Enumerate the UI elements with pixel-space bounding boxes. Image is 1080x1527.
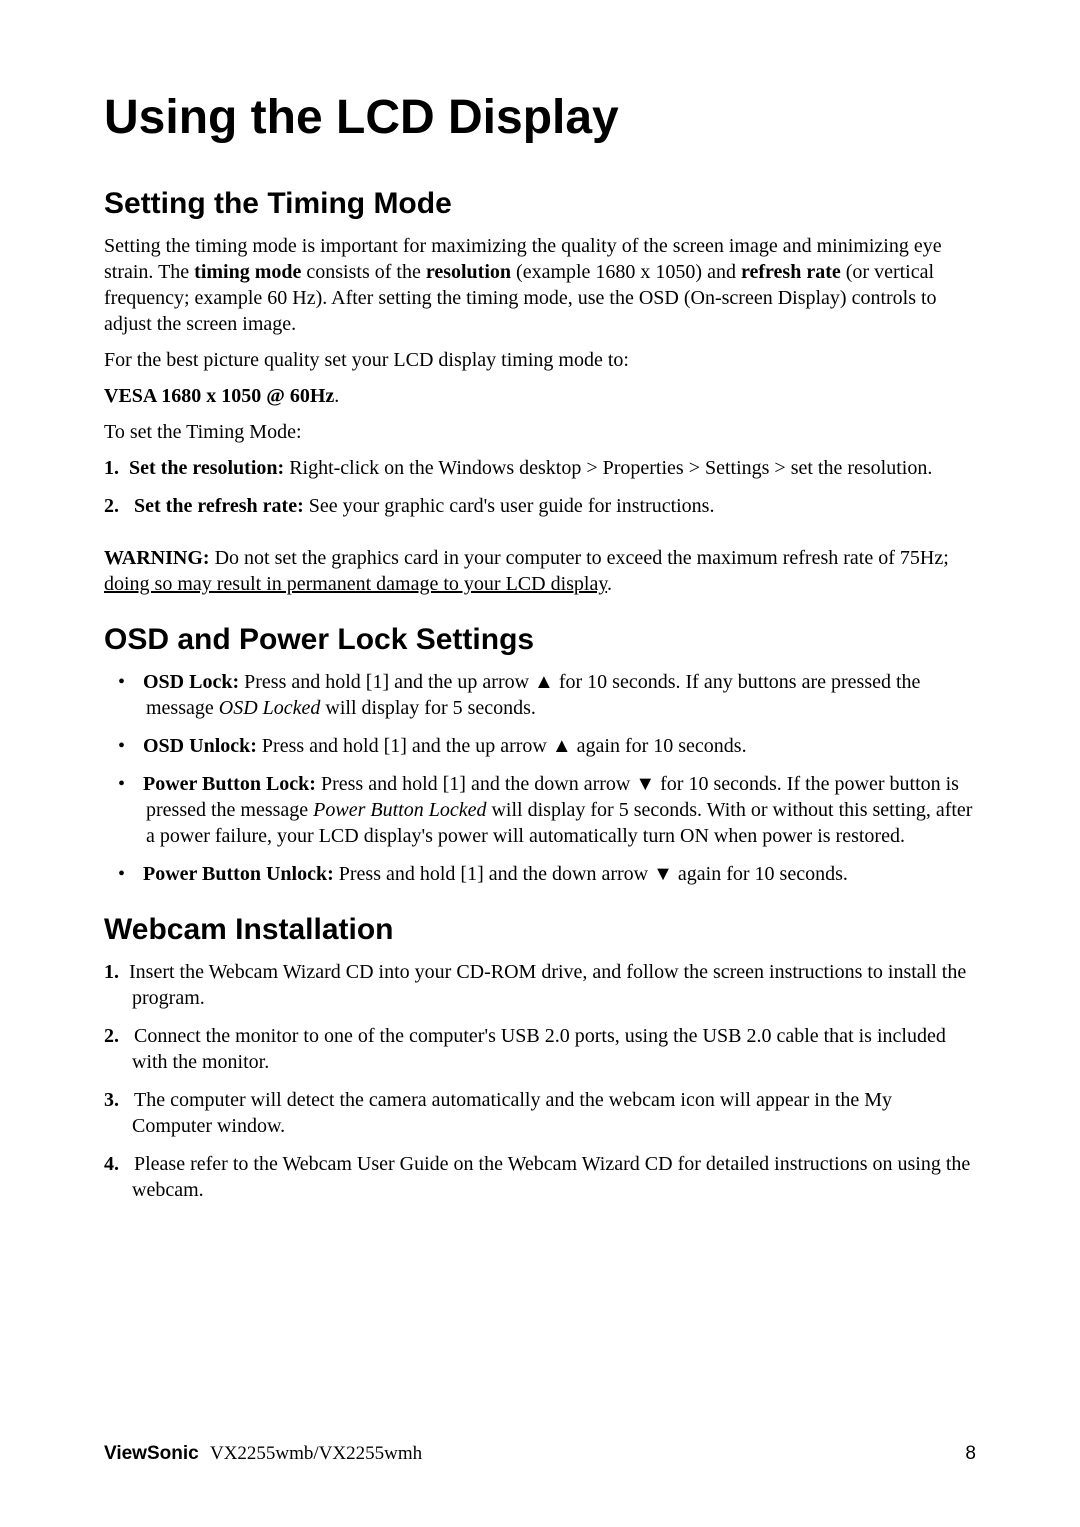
text-run: consists of the [301,261,425,283]
list-item: 4. Please refer to the Webcam User Guide… [104,1151,976,1203]
list-number: 4. [104,1151,124,1177]
text-run-bold: OSD Unlock: [143,735,257,757]
text-run: Do not set the graphics card in your com… [210,547,949,569]
list-number: 2. [104,1023,124,1049]
warning-paragraph: WARNING: Do not set the graphics card in… [104,545,976,597]
bullet-icon: • [118,669,138,695]
body-paragraph: Setting the timing mode is important for… [104,233,976,337]
list-item: 2. Set the refresh rate: See your graphi… [104,493,976,519]
text-run: . [607,573,612,595]
text-run-bold: OSD Lock: [143,671,239,693]
text-run-bold: Power Button Unlock: [143,863,334,885]
body-paragraph: VESA 1680 x 1050 @ 60Hz. [104,383,976,409]
list-number: 2. [104,493,124,519]
text-run: Connect the monitor to one of the comput… [132,1025,946,1073]
text-run-bold: timing mode [194,261,301,283]
section-heading-timing: Setting the Timing Mode [104,187,976,221]
list-item: 3. The computer will detect the camera a… [104,1087,976,1139]
text-run: Press and hold [1] and the up arrow ▲ ag… [257,735,747,757]
footer-model: VX2255wmb/VX2255wmh [210,1443,422,1464]
text-run-bold: VESA 1680 x 1050 @ 60Hz [104,385,334,407]
body-paragraph: For the best picture quality set your LC… [104,347,976,373]
text-run: The computer will detect the camera auto… [132,1089,892,1137]
text-run: See your graphic card's user guide for i… [304,495,715,517]
text-run: will display for 5 seconds. [320,697,536,719]
footer-left: ViewSonic VX2255wmb/VX2255wmh [104,1443,422,1465]
list-number: 3. [104,1087,124,1113]
text-run-bold: Set the resolution: [129,457,284,479]
text-run-bold: resolution [426,261,511,283]
text-run-bold: refresh rate [741,261,841,283]
text-run: . [334,385,339,407]
list-number: 1. [104,959,124,985]
footer-brand: ViewSonic [104,1443,199,1464]
list-item: 2. Connect the monitor to one of the com… [104,1023,976,1075]
text-run-bold: Set the refresh rate: [134,495,304,517]
text-run: Insert the Webcam Wizard CD into your CD… [129,961,966,1009]
list-item: 1. Insert the Webcam Wizard CD into your… [104,959,976,1011]
bullet-icon: • [118,861,138,887]
page-title: Using the LCD Display [104,90,976,145]
list-item: • OSD Lock: Press and hold [1] and the u… [104,669,976,721]
text-run: (example 1680 x 1050) and [511,261,741,283]
text-run-italic: OSD Locked [219,697,321,719]
bullet-icon: • [118,771,138,797]
text-run-bold: WARNING: [104,547,210,569]
section-heading-webcam: Webcam Installation [104,913,976,947]
text-run-italic: Power Button Locked [313,799,486,821]
list-item: 1. Set the resolution: Right-click on th… [104,455,976,481]
text-run-bold: Power Button Lock: [143,773,316,795]
page-footer: ViewSonic VX2255wmb/VX2255wmh 8 [104,1443,976,1465]
text-run: Right-click on the Windows desktop > Pro… [284,457,932,479]
footer-page-number: 8 [965,1443,976,1465]
section-heading-osd: OSD and Power Lock Settings [104,623,976,657]
bullet-icon: • [118,733,138,759]
body-paragraph: To set the Timing Mode: [104,419,976,445]
text-run-underline: doing so may result in permanent damage … [104,573,607,595]
list-number: 1. [104,455,124,481]
text-run: Please refer to the Webcam User Guide on… [132,1153,970,1201]
text-run: Press and hold [1] and the down arrow ▼ … [334,863,848,885]
list-item: • OSD Unlock: Press and hold [1] and the… [104,733,976,759]
list-item: • Power Button Unlock: Press and hold [1… [104,861,976,887]
list-item: • Power Button Lock: Press and hold [1] … [104,771,976,849]
